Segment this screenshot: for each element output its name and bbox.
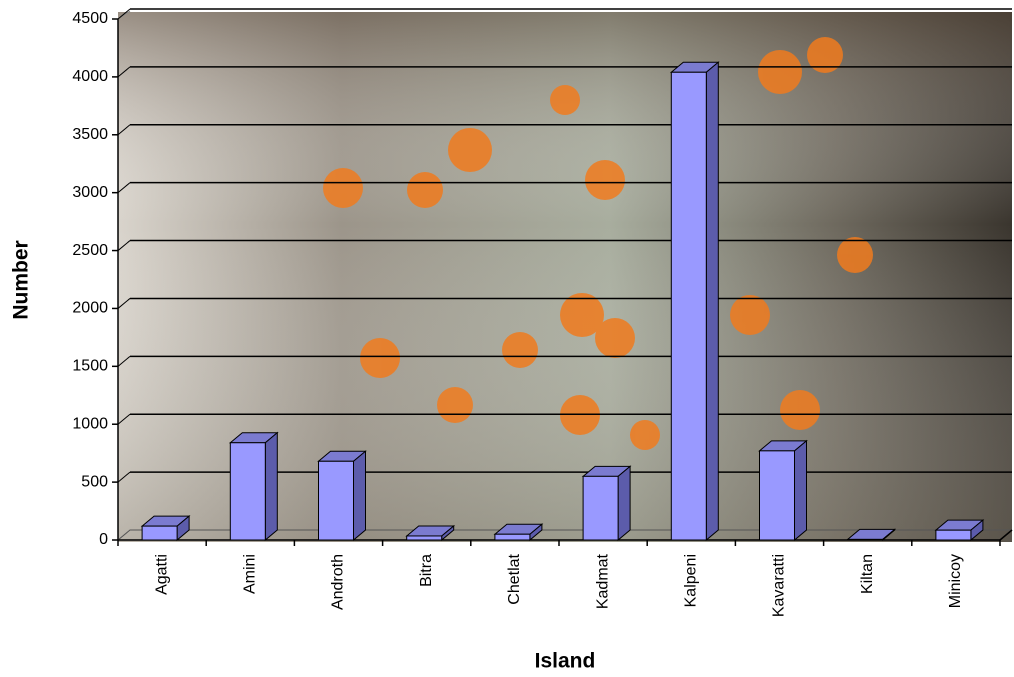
y-tick-label: 500: [81, 473, 108, 490]
bar: [846, 528, 897, 542]
x-tick-label: Agatti: [153, 554, 170, 595]
x-tick-label: Kavaratti: [771, 554, 788, 617]
grid-depth: [117, 413, 131, 425]
x-tick-label: Amini: [242, 554, 259, 594]
x-tick-label: Kalpeni: [683, 554, 700, 607]
bar-side: [264, 431, 278, 542]
y-tick-label: 3000: [72, 184, 108, 201]
x-tick-label: Kiltan: [859, 554, 876, 594]
grid-depth: [117, 471, 131, 483]
bar: [669, 61, 720, 542]
grid-depth: [117, 8, 131, 20]
y-tick-label: 0: [99, 531, 108, 548]
bar-front: [494, 533, 531, 541]
y-axis-title: Number: [10, 240, 33, 319]
bar-front: [582, 475, 619, 541]
y-tick-label: 2500: [72, 242, 108, 259]
bar-side: [794, 439, 807, 542]
bar-front: [847, 538, 884, 541]
y-tick-label: 4000: [72, 68, 108, 85]
x-tick-label: Bitra: [418, 554, 435, 587]
bar-front: [406, 535, 443, 541]
y-tick-label: 4500: [72, 10, 108, 27]
grid-depth: [117, 355, 131, 367]
bar-front: [759, 450, 795, 541]
grid-depth: [117, 182, 131, 194]
grid-depth: [117, 298, 131, 309]
bar: [140, 515, 191, 542]
grid-depth: [117, 124, 131, 136]
bar: [317, 450, 367, 542]
y-tick-label: 3500: [72, 126, 108, 143]
bar: [228, 431, 279, 542]
plot-background: [118, 12, 1012, 542]
bar-side: [705, 61, 719, 542]
x-axis-title: Island: [535, 650, 596, 673]
bar-front: [318, 460, 354, 541]
bar: [934, 519, 985, 542]
x-tick-label: Androth: [330, 554, 347, 610]
x-tick-label: Chetlat: [506, 553, 523, 604]
bar: [493, 523, 544, 542]
y-tick-label: 1500: [72, 358, 108, 375]
x-tick-label: Kadmat: [594, 553, 611, 609]
x-axis-right-depth: [999, 529, 1013, 541]
y-tick-label: 2000: [72, 300, 108, 317]
bar: [758, 439, 808, 542]
x-tick-label: Minicoy: [947, 554, 964, 608]
grid-depth: [117, 240, 131, 251]
bar-front: [670, 71, 707, 541]
bar-front: [229, 442, 266, 541]
y-tick-label: 1000: [72, 415, 108, 432]
grid-depth: [117, 66, 131, 78]
bar: [405, 524, 456, 542]
bar-front: [141, 525, 178, 541]
bar-side: [617, 465, 631, 542]
bar-front: [935, 529, 972, 541]
bar: [581, 465, 632, 542]
bar-side: [353, 450, 366, 542]
